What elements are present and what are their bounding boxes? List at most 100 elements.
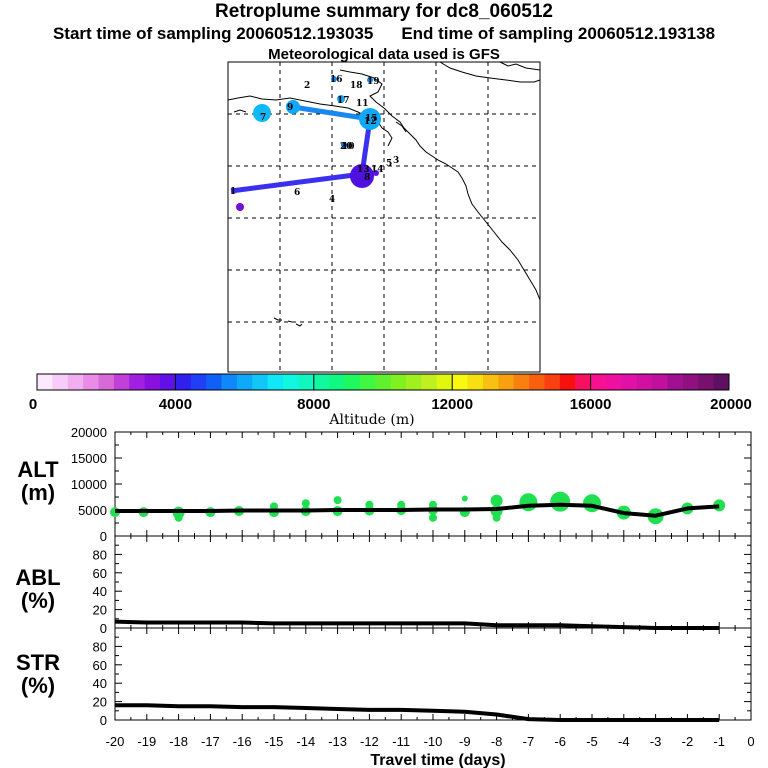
met-data-label: Meteorological data used is GFS (268, 46, 500, 63)
end-time-label: End time of sampling 20060512.193138 (401, 24, 716, 43)
alt-scatter-point (270, 502, 278, 511)
colorbar-swatch (206, 374, 223, 390)
colorbar-swatch (67, 374, 84, 390)
colorbar-swatch (652, 374, 668, 390)
day-label: 18 (350, 81, 363, 91)
colorbar-swatch (221, 374, 238, 390)
map-marker (350, 164, 374, 188)
colorbar-swatch (436, 374, 453, 390)
abl-panel-name: ABL (15, 565, 60, 590)
x-tick-label: -4 (618, 734, 630, 749)
map-marker (236, 203, 244, 211)
colorbar-tick-label: 8000 (297, 396, 330, 413)
x-tick-label: -8 (491, 734, 503, 749)
day-label: 7 (260, 113, 266, 123)
time-series-panels (114, 431, 752, 721)
colorbar-swatch (190, 374, 207, 390)
colorbar-swatch (83, 374, 100, 390)
alt-y-tick-label: 15000 (71, 451, 107, 466)
colorbar-swatch (236, 374, 253, 390)
alt-y-tick-label: 10000 (71, 477, 107, 492)
altitude-colorbar (36, 373, 730, 391)
colorbar-tick-label: 16000 (570, 396, 612, 413)
x-tick-label: -2 (682, 734, 694, 749)
series-lines (114, 502, 720, 722)
day-label: 11 (356, 99, 369, 109)
colorbar-swatch (698, 374, 715, 390)
colorbar-swatch (621, 374, 638, 390)
alt-y-tick-label: 20000 (71, 425, 107, 440)
str-series-line (115, 703, 720, 722)
colorbar-swatch (421, 374, 438, 390)
trajectory-segment (230, 171, 363, 194)
day-label: 14 (371, 165, 384, 175)
colorbar-swatch (467, 374, 484, 390)
x-tick-label: -3 (650, 734, 662, 749)
day-label: 16 (330, 75, 343, 85)
abl-y-tick-label: 0 (100, 621, 107, 636)
map-marker (331, 76, 337, 82)
colorbar-swatch (144, 374, 161, 390)
x-tick-label: -10 (424, 734, 443, 749)
x-tick-label: -12 (360, 734, 379, 749)
colorbar-swatch (37, 374, 53, 390)
x-tick-label: -13 (328, 734, 347, 749)
day-label: 20 (340, 142, 353, 152)
abl-panel-frame (114, 535, 752, 629)
colorbar-swatch (313, 374, 330, 390)
x-tick-label: -20 (106, 734, 125, 749)
abl-series-line (114, 619, 720, 630)
alt-panel-name: ALT (17, 457, 59, 482)
map-marker (373, 170, 379, 176)
abl-y-tick-label: 60 (93, 566, 107, 581)
x-axis-label: Travel time (days) (370, 752, 505, 768)
colorbar-swatch (575, 374, 592, 390)
x-tick-label: -5 (586, 734, 598, 749)
x-tick-label: -14 (296, 734, 315, 749)
colorbar-swatch (298, 374, 315, 390)
abl-y-tick-label: 80 (93, 547, 107, 562)
day-label: 17 (337, 96, 350, 106)
map-marker (337, 95, 345, 103)
str-y-tick-label: 40 (93, 676, 107, 691)
colorbar-swatch (283, 374, 299, 390)
alt-scatter-point (365, 500, 374, 509)
colorbar-swatch (636, 374, 653, 390)
alt-scatter-point (519, 493, 538, 512)
day-label: 8 (364, 173, 370, 183)
str-y-tick-label: 80 (93, 639, 107, 654)
colorbar-tick-label: 4000 (159, 396, 192, 413)
colorbar-swatch (252, 374, 269, 390)
colorbar-swatch (682, 374, 699, 390)
trajectory-markers (236, 76, 381, 211)
map-marker (341, 142, 347, 148)
colorbar-swatch (559, 374, 576, 390)
alt-scatter-point (550, 491, 571, 512)
abl-panel-unit: (%) (21, 588, 55, 613)
x-tick-label: -18 (169, 734, 188, 749)
colorbar-swatch (375, 374, 392, 390)
x-tick-label: -6 (554, 734, 566, 749)
x-tick-label: -16 (233, 734, 252, 749)
colorbar-swatch (529, 374, 545, 390)
alt-scatter-point (333, 496, 342, 505)
alt-scatter-point (429, 500, 437, 509)
str-y-tick-label: 60 (93, 658, 107, 673)
day-label: 6 (294, 188, 300, 198)
x-tick-label: -11 (392, 734, 410, 749)
day-label: 19 (367, 77, 380, 87)
day-label: 12 (364, 117, 377, 127)
colorbar-swatch (452, 374, 469, 390)
colorbar-swatch (713, 374, 730, 390)
x-tick-label: -17 (201, 734, 220, 749)
alt-scatter-point (429, 513, 437, 522)
str-panel-name: STR (16, 650, 60, 675)
alt-scatter-point (397, 500, 406, 509)
map-marker (253, 104, 271, 122)
chart-title: Retroplume summary for dc8_060512 (215, 1, 553, 22)
x-tick-label: -7 (523, 734, 535, 749)
colorbar-swatch (667, 374, 684, 390)
